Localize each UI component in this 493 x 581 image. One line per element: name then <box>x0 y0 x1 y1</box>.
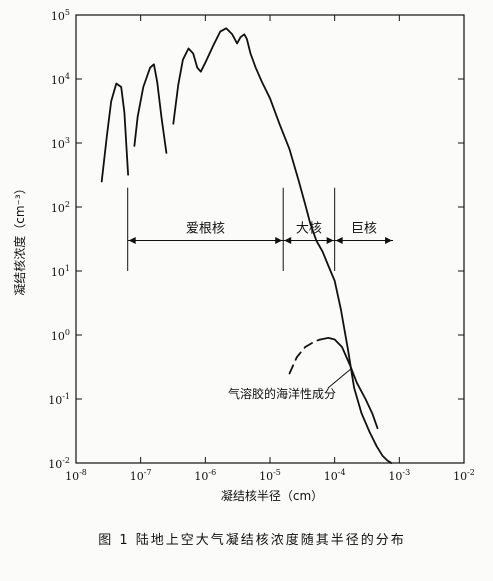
solid-series-line <box>319 337 379 430</box>
series-lines <box>100 27 393 464</box>
y-tick-labels: 10-2 10-1 100 101 102 103 104 105 <box>48 8 70 471</box>
y-tick-label: 10-1 <box>48 392 70 407</box>
x-tick-label: 10-6 <box>194 468 216 483</box>
x-tick-labels: 10-8 10-7 10-6 10-5 10-4 10-3 10-2 <box>65 468 475 483</box>
figure-caption: 图 1 陆地上空大气凝结核浓度随其半径的分布 <box>98 532 406 548</box>
y-tick-label: 104 <box>51 72 70 87</box>
y-tick-label: 102 <box>51 200 70 215</box>
annotation-leader <box>327 367 353 389</box>
region-label: 巨核 <box>351 221 377 236</box>
x-axis-title: 凝结核半径（cm） <box>221 488 323 503</box>
size-regions: 爱根核 大核 巨核 <box>127 187 394 271</box>
solid-series-line <box>133 63 168 154</box>
solid-series-line <box>100 82 129 183</box>
x-tick-label: 10-5 <box>259 468 281 483</box>
y-tick-label: 100 <box>51 328 70 343</box>
y-tick-label: 101 <box>51 264 70 279</box>
region-arrowhead <box>326 236 334 244</box>
region-arrowhead <box>335 236 343 244</box>
x-tick-label: 10-7 <box>130 468 152 483</box>
region-arrowhead <box>128 236 136 244</box>
y-tick-label: 105 <box>51 8 70 23</box>
x-tick-label: 10-2 <box>453 468 475 483</box>
y-axis-title: 凝结核浓度（cm⁻³） <box>12 182 27 295</box>
y-tick-label: 10-2 <box>48 456 70 471</box>
dashed-series-line <box>288 338 322 375</box>
annotation-label: 气溶胶的海洋性成分 <box>228 386 336 401</box>
x-tick-label: 10-4 <box>324 468 346 483</box>
tick-marks <box>75 14 465 464</box>
region-arrowhead <box>385 236 393 244</box>
y-tick-label: 103 <box>51 136 70 151</box>
solid-series-line <box>172 27 393 464</box>
region-arrowhead <box>284 236 292 244</box>
x-tick-label: 10-8 <box>65 468 87 483</box>
region-label: 大核 <box>296 221 322 236</box>
x-tick-label: 10-3 <box>388 468 410 483</box>
region-arrowhead <box>275 236 283 244</box>
region-label: 爱根核 <box>186 221 225 236</box>
